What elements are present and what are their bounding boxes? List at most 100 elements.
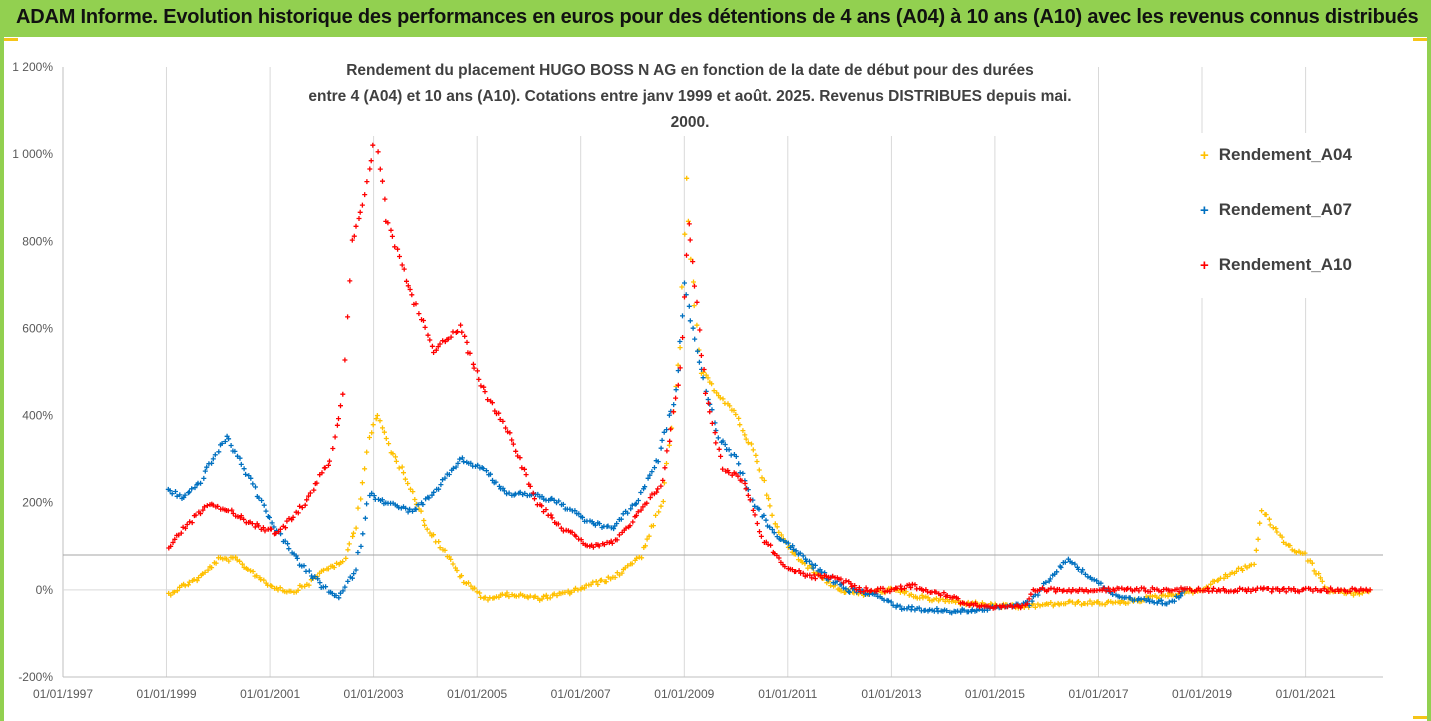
series-rendement_a10 bbox=[166, 129, 1373, 611]
data-point bbox=[482, 594, 488, 600]
data-point bbox=[650, 523, 656, 529]
data-point bbox=[627, 523, 633, 529]
data-point bbox=[1035, 592, 1041, 598]
data-point bbox=[306, 582, 312, 588]
data-point bbox=[1072, 561, 1078, 567]
data-point bbox=[250, 481, 256, 487]
data-point bbox=[1281, 586, 1287, 591]
data-point bbox=[325, 566, 331, 572]
data-point bbox=[198, 480, 204, 486]
data-point bbox=[253, 484, 258, 490]
y-tick-label: 400% bbox=[22, 409, 53, 423]
data-point bbox=[1189, 588, 1195, 594]
data-point bbox=[1273, 526, 1279, 531]
data-point bbox=[1141, 585, 1147, 591]
data-point bbox=[1288, 587, 1294, 593]
data-point bbox=[205, 567, 211, 573]
data-point bbox=[338, 403, 343, 409]
data-point bbox=[527, 483, 533, 489]
data-point bbox=[660, 477, 666, 483]
data-point bbox=[504, 590, 510, 596]
data-point bbox=[720, 466, 726, 472]
data-point bbox=[961, 607, 967, 613]
data-point bbox=[1310, 588, 1316, 594]
data-point bbox=[969, 607, 975, 613]
data-point bbox=[178, 530, 184, 536]
x-tick-label: 01/01/2015 bbox=[965, 687, 1025, 701]
chart-legend: + Rendement_A04 + Rendement_A07 + Rendem… bbox=[1170, 133, 1360, 298]
data-point bbox=[933, 589, 939, 595]
data-point bbox=[590, 544, 596, 550]
data-point bbox=[299, 505, 305, 511]
data-point bbox=[1032, 604, 1038, 610]
y-tick-label: 0% bbox=[36, 583, 54, 597]
data-point bbox=[987, 604, 993, 610]
data-point bbox=[475, 462, 481, 468]
data-point bbox=[1279, 534, 1285, 540]
data-point bbox=[682, 231, 688, 237]
data-point bbox=[284, 589, 290, 595]
data-point bbox=[686, 303, 692, 309]
data-point bbox=[317, 580, 323, 586]
data-point bbox=[334, 422, 340, 428]
data-point bbox=[202, 468, 208, 474]
data-point bbox=[1087, 598, 1093, 604]
data-point bbox=[503, 425, 509, 431]
data-point bbox=[519, 465, 525, 471]
data-point bbox=[1106, 585, 1111, 591]
data-point bbox=[935, 609, 941, 615]
data-point bbox=[828, 583, 834, 589]
data-point bbox=[458, 322, 464, 328]
data-point bbox=[1265, 586, 1271, 591]
data-point bbox=[769, 527, 775, 532]
data-point bbox=[569, 529, 575, 535]
data-point bbox=[692, 336, 698, 342]
data-point bbox=[413, 507, 419, 512]
data-point bbox=[386, 441, 392, 447]
data-point bbox=[362, 515, 368, 521]
data-point bbox=[435, 344, 441, 350]
data-point bbox=[642, 484, 648, 490]
x-tick-label: 01/01/1999 bbox=[136, 687, 196, 701]
data-point bbox=[290, 514, 296, 520]
data-point bbox=[548, 496, 554, 502]
data-point bbox=[254, 573, 260, 579]
data-point bbox=[1208, 581, 1214, 587]
data-point bbox=[259, 498, 265, 503]
data-point bbox=[1125, 600, 1131, 606]
data-point bbox=[573, 533, 579, 539]
data-point bbox=[170, 540, 176, 545]
data-point bbox=[331, 565, 337, 570]
data-point bbox=[1281, 539, 1286, 545]
data-point bbox=[634, 555, 639, 561]
data-point bbox=[753, 452, 759, 458]
data-point bbox=[810, 565, 816, 571]
data-point bbox=[551, 591, 557, 597]
data-point bbox=[1112, 588, 1117, 594]
data-point bbox=[311, 487, 317, 493]
data-point bbox=[232, 448, 238, 454]
data-point bbox=[370, 422, 376, 428]
data-point bbox=[682, 294, 687, 300]
data-point bbox=[353, 567, 359, 573]
data-point bbox=[560, 528, 566, 534]
data-point bbox=[809, 575, 815, 581]
data-point bbox=[675, 368, 681, 374]
data-point bbox=[269, 520, 275, 526]
corner-accent-bottom-right bbox=[1413, 716, 1427, 719]
data-point bbox=[243, 471, 249, 477]
data-point bbox=[1269, 589, 1275, 595]
data-point bbox=[749, 441, 754, 447]
data-point bbox=[466, 580, 471, 586]
data-point bbox=[1048, 600, 1054, 605]
data-point bbox=[629, 561, 635, 567]
data-point bbox=[512, 491, 518, 497]
data-point bbox=[605, 523, 611, 529]
data-point bbox=[367, 166, 373, 172]
data-point bbox=[239, 561, 245, 567]
data-point bbox=[677, 345, 683, 351]
data-point bbox=[766, 496, 772, 502]
data-point bbox=[568, 589, 574, 595]
data-point bbox=[838, 588, 844, 594]
data-point bbox=[410, 489, 416, 495]
